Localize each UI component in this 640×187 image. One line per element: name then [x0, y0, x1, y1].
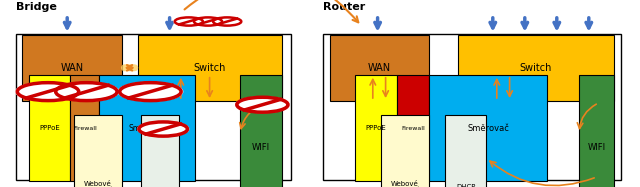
- Text: PPPoE: PPPoE: [365, 125, 387, 131]
- Text: Webové
rozhraní: Webové rozhraní: [83, 180, 112, 187]
- Bar: [458, 35, 614, 101]
- Text: Bridge: Bridge: [16, 2, 57, 12]
- Text: WAN: WAN: [60, 63, 84, 73]
- Text: WIFI: WIFI: [588, 143, 606, 152]
- Text: Switch: Switch: [520, 63, 552, 73]
- Bar: [99, 75, 195, 181]
- Bar: [579, 75, 614, 187]
- Text: Firewall: Firewall: [73, 126, 97, 131]
- Circle shape: [138, 122, 189, 137]
- Bar: [240, 75, 282, 187]
- Circle shape: [193, 17, 223, 26]
- Bar: [445, 115, 486, 187]
- Bar: [330, 35, 429, 101]
- Bar: [397, 75, 429, 181]
- Bar: [429, 75, 547, 181]
- Text: Směrovač: Směrovač: [467, 124, 509, 133]
- Bar: [323, 34, 621, 180]
- Bar: [138, 35, 282, 101]
- Circle shape: [236, 97, 289, 113]
- Bar: [141, 115, 179, 187]
- Text: WAN: WAN: [367, 63, 391, 73]
- Text: DHCP: DHCP: [456, 184, 476, 187]
- Text: PPPoE: PPPoE: [39, 125, 60, 131]
- Circle shape: [54, 82, 118, 101]
- Bar: [16, 34, 291, 180]
- Text: Směrovač: Směrovač: [128, 124, 166, 133]
- Circle shape: [16, 82, 80, 101]
- Bar: [355, 75, 397, 181]
- Text: Firewall: Firewall: [401, 126, 425, 131]
- Text: Router: Router: [323, 2, 365, 12]
- Bar: [381, 115, 429, 187]
- Bar: [22, 35, 122, 101]
- Text: Switch: Switch: [193, 63, 226, 73]
- Bar: [70, 75, 99, 181]
- Circle shape: [212, 17, 242, 26]
- Bar: [29, 75, 70, 181]
- Circle shape: [174, 17, 204, 26]
- Text: Webové
rozhraní: Webové rozhraní: [390, 180, 419, 187]
- Circle shape: [118, 82, 182, 101]
- Bar: [74, 115, 122, 187]
- Text: WIFI: WIFI: [252, 143, 270, 152]
